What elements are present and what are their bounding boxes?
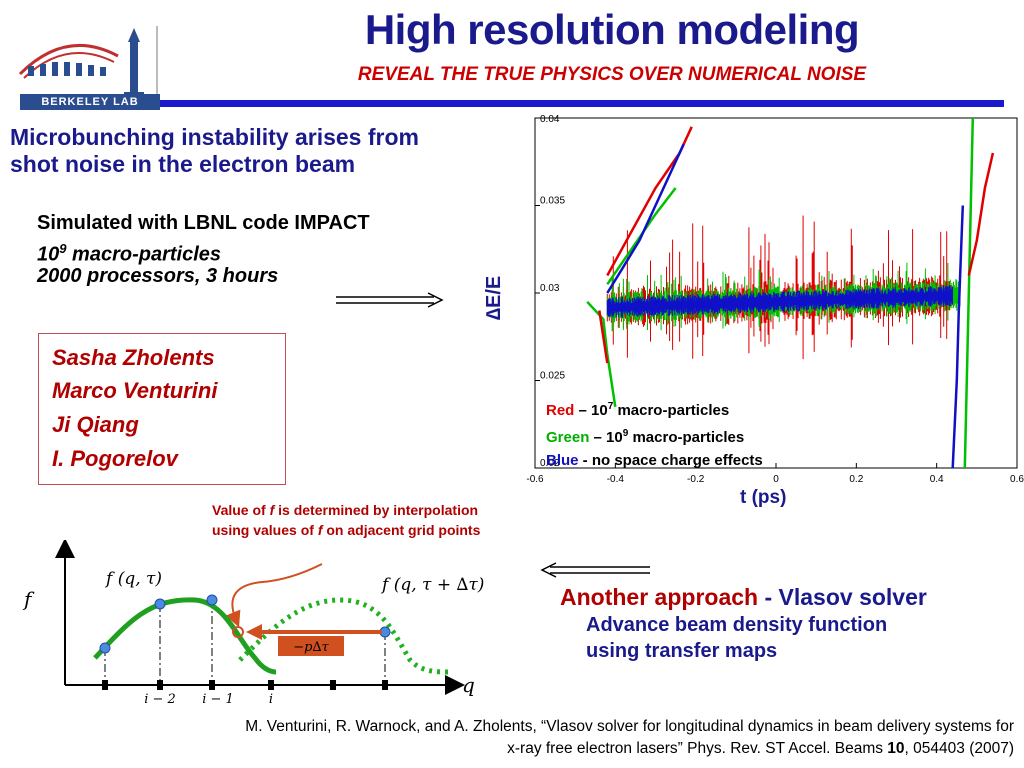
red-edge-left (606, 126, 693, 277)
y-tick-label: 0.04 (540, 114, 560, 125)
green-drop-left (586, 300, 617, 407)
f-at-tau-curve (93, 597, 277, 675)
red-edge-right (967, 152, 995, 276)
section-heading: Microbunching instability arises from sh… (10, 124, 419, 177)
macro-particles-line: 109 macro-particles (37, 241, 221, 266)
another-approach-heading: Another approach - Vlasov solver (560, 584, 927, 610)
blue-edge-left (606, 143, 685, 294)
energy-spread-chart: -0.6 -0.4 -0.2 0 0.2 0.4 0.6 0.04 0.035 0.03 0.025… (483, 114, 1024, 485)
y-tick-label: 0.03 (540, 283, 560, 294)
citation: M. Venturini, R. Warnock, and A. Zholent… (245, 718, 1014, 757)
approach-line: using transfer maps (586, 640, 778, 662)
logo-wordmark: BERKELEY LAB (20, 94, 160, 110)
double-arrow-right (336, 292, 444, 308)
tick-label: i − 2 (144, 692, 176, 707)
x-tick-label: 0.6 (1010, 474, 1024, 485)
legend-item-blue: Blue - no space charge effects (546, 452, 763, 469)
shift-label: −p∆τ (293, 640, 329, 655)
vlasov-diagram: −p∆τ f q f (q, τ) f (q, τ + ∆τ) i − 2 i … (22, 540, 484, 707)
double-arrow-left (540, 562, 650, 578)
legend-item-red: Red – 107 macro-particles (546, 401, 730, 419)
author-name: Sasha Zholents (52, 345, 215, 370)
author-name: I. Pogorelov (52, 446, 178, 471)
x-axis-label: t (ps) (740, 487, 787, 508)
red-drop-left (598, 310, 609, 364)
x-tick-label: -0.6 (526, 474, 544, 485)
green-spike-right (963, 117, 975, 469)
q-axis-label: q (462, 673, 475, 697)
berkeley-lab-logo (18, 26, 158, 110)
axis-ticks: -0.6 -0.4 -0.2 0 0.2 0.4 0.6 0.04 0.035 0.03 0.025… (526, 114, 1024, 485)
y-tick-label: 0.035 (540, 196, 565, 207)
processors-line: 2000 processors, 3 hours (37, 265, 279, 287)
beam-traces (586, 117, 995, 469)
slide-subtitle: REVEAL THE TRUE PHYSICS OVER NUMERICAL N… (357, 64, 867, 85)
x-tick-label: 0 (773, 474, 779, 485)
approach-line: Advance beam density function (586, 614, 888, 636)
blue-spike-right (951, 205, 965, 469)
author-name: Ji Qiang (52, 412, 139, 437)
y-axis-label: ∆E/E (483, 276, 505, 321)
f-axis-label: f (22, 587, 35, 611)
slide-title: High resolution modeling (364, 6, 860, 53)
blue-trace (606, 285, 953, 318)
f-q-tau-label: f (q, τ) (104, 569, 162, 589)
interpolated-point (232, 626, 244, 638)
shift-label-box (278, 636, 344, 656)
f-q-tau-dtau-label: f (q, τ + ∆τ) (380, 575, 484, 595)
interpolation-annotation: Value of f is determined by interpolatio… (212, 502, 481, 538)
x-tick-label: -0.2 (687, 474, 705, 485)
y-tick-label: 0.02 (540, 458, 560, 469)
tick-label: i − 1 (202, 692, 234, 707)
x-tick-label: 0.4 (930, 474, 944, 485)
y-tick-label: 0.025 (540, 371, 565, 382)
tick-label: i (269, 692, 273, 707)
x-tick-label: 0.2 (849, 474, 863, 485)
callout-arrow (225, 563, 323, 628)
simulation-code-line: Simulated with LBNL code IMPACT (37, 212, 370, 234)
chart-legend: Red – 107 macro-particles Green – 109 ma… (546, 395, 763, 472)
legend-item-green: Green – 109 macro-particles (546, 428, 745, 446)
title-rule (160, 100, 1004, 107)
authors-box (38, 333, 286, 485)
author-name: Marco Venturini (52, 378, 218, 403)
x-tick-label: -0.4 (607, 474, 625, 485)
